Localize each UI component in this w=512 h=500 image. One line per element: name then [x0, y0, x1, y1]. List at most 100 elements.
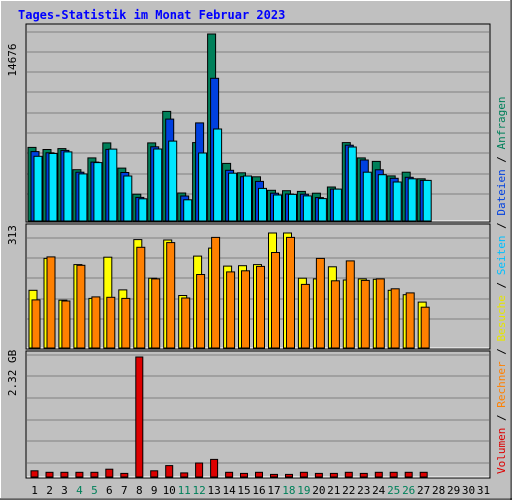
bar-sites-day-23: [360, 279, 370, 349]
bar-sites-day-20: [315, 257, 325, 349]
bar-volume-day-23: [359, 472, 368, 478]
legend-item-2: Besuche: [495, 295, 508, 341]
bar-volume-day-14: [225, 471, 234, 478]
legend-item-1: Rechner: [495, 361, 508, 408]
x-tick-label-day-3: 3: [61, 484, 68, 497]
legend-separator: /: [495, 216, 508, 236]
bar-pages-day-19: [302, 195, 312, 222]
bar-volume-day-1: [30, 470, 39, 478]
bar-sites-day-13: [211, 236, 221, 349]
bar-sites-day-9: [151, 278, 161, 349]
panel-frame-bottom: [25, 350, 491, 479]
bar-pages-day-27: [422, 179, 432, 222]
bar-pages-day-16: [258, 187, 267, 222]
bar-volume-day-8: [135, 356, 144, 478]
x-tick-label-day-4: 4: [76, 484, 83, 497]
x-tick-label-day-11: 11: [178, 484, 191, 497]
bar-sites-day-16: [256, 265, 265, 349]
bar-sites-day-17: [271, 252, 280, 349]
bottom-axis-max-label: 2.32 GB: [6, 349, 19, 396]
chart-title: Tages-Statistik im Monat Februar 2023: [18, 8, 285, 22]
bar-pages-day-24: [377, 174, 387, 222]
legend-item-4: Dateien: [495, 169, 508, 215]
top-axis-max-label: 14676: [6, 43, 19, 76]
x-tick-label-day-23: 23: [357, 484, 370, 497]
legend-item-5: Anfragen: [495, 96, 508, 149]
bar-pages-day-25: [392, 181, 402, 222]
bar-sites-day-26: [405, 292, 415, 349]
x-tick-label-day-13: 13: [207, 484, 220, 497]
bar-volume-day-2: [45, 471, 54, 478]
x-tick-label-day-18: 18: [282, 484, 295, 497]
panel-volume: [25, 350, 491, 479]
bar-volume-day-10: [165, 465, 174, 478]
bar-sites-day-19: [300, 283, 310, 349]
bar-sites-day-18: [286, 236, 295, 349]
x-tick-label-day-1: 1: [31, 484, 38, 497]
x-tick-label-day-14: 14: [222, 484, 236, 497]
bar-sites-day-21: [330, 280, 340, 349]
x-tick-label-day-21: 21: [327, 484, 340, 497]
bar-volume-day-5: [90, 471, 99, 478]
bar-sites-day-27: [420, 306, 430, 349]
bar-sites-day-14: [226, 271, 236, 349]
bar-sites-day-22: [345, 260, 355, 349]
bar-pages-day-26: [407, 178, 417, 222]
bar-sites-day-4: [76, 264, 86, 349]
middle-axis-max-label: 313: [6, 225, 19, 245]
bar-pages-day-11: [183, 199, 193, 222]
bar-sites-day-15: [241, 270, 250, 349]
bar-volume-day-7: [120, 472, 129, 478]
bar-pages-day-23: [362, 171, 372, 222]
bar-volume-day-22: [344, 471, 353, 478]
bar-volume-day-4: [75, 471, 84, 478]
bar-volume-day-16: [255, 471, 263, 478]
x-tick-label-day-8: 8: [136, 484, 143, 497]
bar-sites-day-3: [61, 300, 71, 349]
bar-volume-day-27: [419, 471, 428, 478]
bar-sites-day-25: [390, 288, 400, 349]
bar-volume-day-19: [299, 471, 308, 478]
bar-sites-day-10: [166, 242, 176, 349]
bar-volume-day-18: [285, 473, 293, 478]
bar-pages-day-14: [228, 172, 238, 222]
bar-pages-day-17: [273, 194, 282, 222]
bar-volume-day-9: [150, 470, 159, 478]
bar-volume-day-3: [60, 471, 69, 478]
x-tick-label-day-6: 6: [106, 484, 113, 497]
bar-volume-day-21: [329, 472, 338, 478]
x-tick-label-day-29: 29: [447, 484, 460, 497]
bar-volume-day-20: [314, 472, 323, 478]
x-tick-label-day-12: 12: [192, 484, 205, 497]
bar-volume-day-12: [195, 462, 204, 478]
x-tick-label-day-26: 26: [402, 484, 415, 497]
x-tick-label-day-10: 10: [163, 484, 176, 497]
x-tick-label-day-15: 15: [237, 484, 250, 497]
bar-pages-day-15: [243, 175, 252, 222]
x-tick-label-day-27: 27: [417, 484, 430, 497]
bar-volume-day-17: [270, 473, 278, 478]
bar-pages-day-3: [63, 151, 73, 222]
x-tick-label-day-30: 30: [462, 484, 475, 497]
bar-pages-day-2: [48, 153, 58, 222]
bar-pages-day-22: [347, 146, 357, 222]
bar-pages-day-6: [108, 148, 118, 222]
bar-volume-day-15: [240, 472, 248, 478]
bar-volume-day-25: [389, 471, 398, 478]
x-tick-label-day-24: 24: [372, 484, 386, 497]
bar-pages-day-9: [153, 148, 163, 222]
x-tick-label-day-19: 19: [297, 484, 310, 497]
legend-item-3: Seiten: [495, 236, 508, 276]
bar-volume-day-24: [374, 471, 383, 478]
x-tick-label-day-9: 9: [151, 484, 158, 497]
bar-sites-day-24: [375, 278, 385, 349]
bar-pages-day-12: [198, 152, 208, 222]
x-tick-label-day-31: 31: [477, 484, 490, 497]
x-tick-label-day-2: 2: [46, 484, 53, 497]
bar-sites-day-11: [181, 297, 191, 349]
x-tick-label-day-20: 20: [312, 484, 325, 497]
bar-volume-day-11: [180, 472, 189, 478]
legend-separator: /: [495, 342, 508, 362]
